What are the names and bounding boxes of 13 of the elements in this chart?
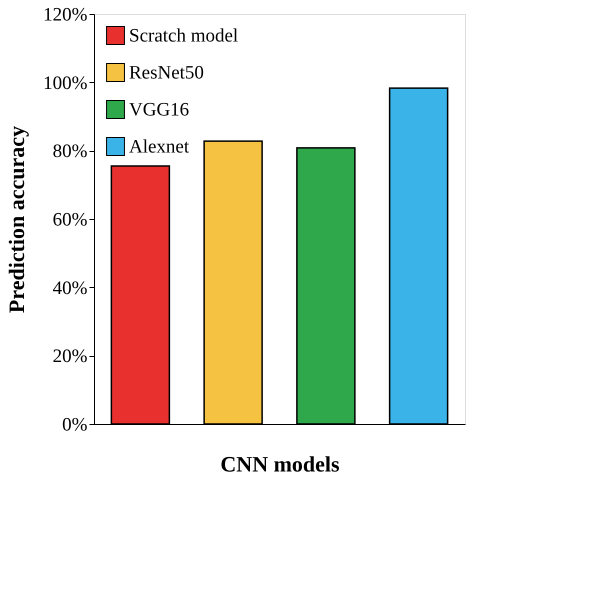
legend-label: Alexnet	[129, 136, 190, 158]
y-tick-label: 120%	[43, 4, 88, 26]
y-tick-label: 0%	[62, 414, 88, 436]
legend-label: VGG16	[129, 100, 190, 120]
legend-label: ResNet50	[129, 62, 204, 84]
y-axis-title: Prediction accuracy	[4, 126, 30, 314]
y-tick-label: 40%	[52, 278, 88, 299]
y-tick-label: 80%	[52, 141, 88, 162]
y-tick-label: 60%	[52, 210, 88, 230]
legend-label: Scratch model	[129, 26, 238, 46]
y-tick-label: 100%	[43, 72, 88, 94]
x-axis-title: CNN models	[220, 452, 340, 476]
y-tick-label: 20%	[52, 346, 88, 368]
